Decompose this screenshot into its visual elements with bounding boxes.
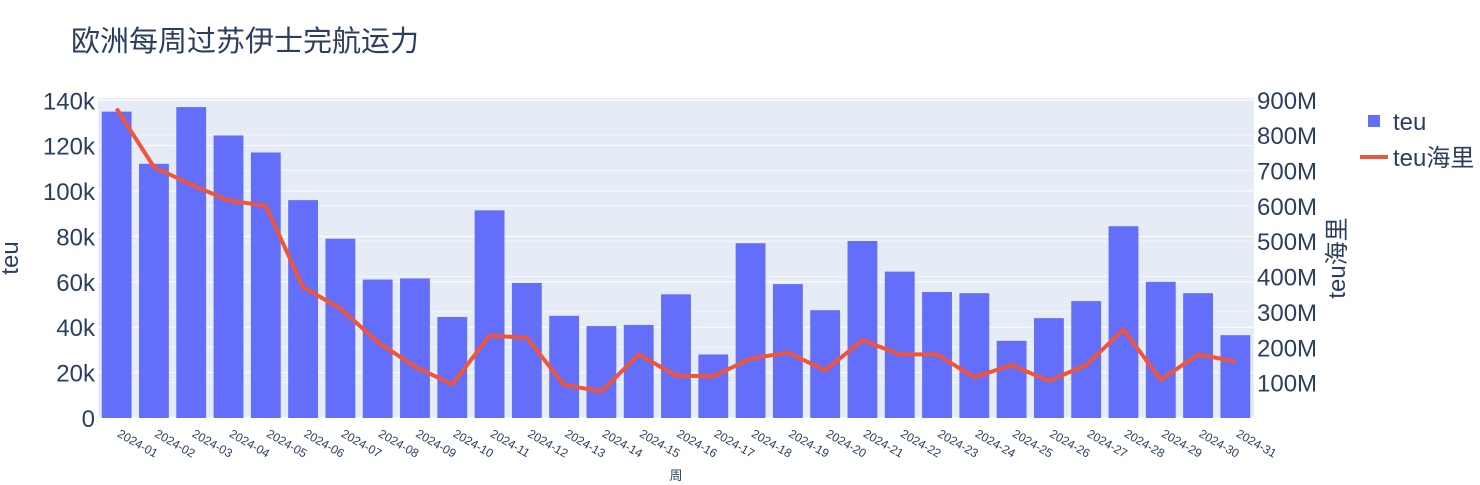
bar-series-teu[interactable] [101,107,1251,419]
x-tick-label: 2024-25 [1010,426,1055,460]
y-axis-right: 100M 200M 300M 400M 500M 600M 700M 800M 900M [1257,88,1317,398]
bar[interactable] [698,354,729,418]
bar[interactable] [288,200,319,418]
bar[interactable] [884,271,915,418]
x-tick-label: 2024-24 [973,426,1018,460]
x-tick-label: 2024-30 [1197,426,1242,460]
x-tick-label: 2024-03 [190,426,235,460]
x-tick-label: 2024-15 [637,426,682,460]
y-tick-label-left: 100k [43,179,96,206]
x-tick-label: 2024-05 [264,426,309,460]
bar[interactable] [1033,318,1064,418]
x-tick-label: 2024-17 [712,426,757,460]
x-tick-label: 2024-06 [302,426,347,460]
y-tick-label-right: 700M [1257,158,1317,185]
y-tick-label-left: 140k [43,88,96,115]
bar[interactable] [213,135,244,418]
x-tick-label: 2024-22 [898,426,943,460]
legend-item-teu-nm[interactable]: teu海里 [1360,145,1474,172]
bar[interactable] [325,238,356,418]
x-tick-label: 2024-09 [413,426,458,460]
x-tick-label: 2024-01 [115,426,160,460]
y-tick-label-left: 20k [56,361,96,388]
x-tick-label: 2024-19 [786,426,831,460]
bar[interactable] [250,152,281,418]
bar[interactable] [139,163,169,418]
x-tick-label: 2024-26 [1047,426,1092,460]
x-tick-label: 2024-10 [451,426,496,460]
legend-swatch-teu [1368,115,1380,127]
x-tick-label: 2024-04 [227,426,272,460]
bar[interactable] [474,210,505,418]
bar[interactable] [549,315,580,418]
y-tick-label-left: 60k [56,270,96,297]
y-tick-label-right: 100M [1257,371,1317,398]
y-axis-left: 0 20k 40k 60k 80k 100k 120k 140k [43,88,96,433]
legend[interactable]: teu teu海里 [1360,109,1474,172]
bar[interactable] [101,111,132,419]
legend-item-teu[interactable]: teu [1368,109,1426,136]
y-tick-label-left: 40k [56,315,96,342]
y-tick-label-right: 400M [1257,265,1317,292]
x-tick-label: 2024-31 [1234,426,1279,460]
bar[interactable] [623,324,654,418]
x-tick-label: 2024-07 [339,426,384,460]
x-axis-label: 周 [669,468,682,483]
y-tick-label-right: 500M [1257,229,1317,256]
x-tick-label: 2024-13 [563,426,608,460]
y-tick-label-right: 300M [1257,300,1317,327]
bar[interactable] [1108,226,1139,418]
bar[interactable] [996,340,1027,418]
y-tick-label-right: 800M [1257,123,1317,150]
y-tick-label-right: 900M [1257,88,1317,115]
bar[interactable] [400,278,430,418]
y-tick-label-left: 0 [82,406,95,433]
y-tick-label-left: 80k [56,224,96,251]
line-path[interactable] [114,107,1236,394]
y-tick-label-left: 120k [43,134,96,161]
bar[interactable] [735,243,766,418]
x-tick-label: 2024-28 [1122,426,1167,460]
x-tick-label: 2024-29 [1159,426,1204,460]
y-tick-label-right: 200M [1257,335,1317,362]
x-tick-label: 2024-14 [600,426,645,460]
line-series-teu-nm[interactable] [114,107,1236,394]
bar[interactable] [586,326,617,418]
x-tick-label: 2024-08 [376,426,421,460]
bar[interactable] [959,293,990,418]
bar[interactable] [1145,281,1176,418]
bar[interactable] [1071,301,1102,418]
x-tick-label: 2024-23 [936,426,981,460]
x-tick-label: 2024-18 [749,426,794,460]
y-tick-label-right: 600M [1257,194,1317,221]
x-tick-label: 2024-27 [1085,426,1130,460]
chart-title: 欧洲每周过苏伊士完航运力 [71,24,420,58]
x-axis: 2024-012024-022024-032024-042024-052024-… [115,426,1279,460]
x-tick-label: 2024-16 [675,426,720,460]
bar[interactable] [437,317,468,418]
x-tick-label: 2024-12 [525,426,570,460]
y-axis-right-label: teu海里 [1324,217,1351,298]
x-tick-label: 2024-20 [824,426,869,460]
bar[interactable] [176,107,207,419]
bar[interactable] [661,294,691,418]
x-tick-label: 2024-11 [488,426,533,460]
x-tick-label: 2024-21 [861,426,906,460]
bar[interactable] [847,240,878,418]
x-tick-label: 2024-02 [152,426,197,460]
bar[interactable] [1220,335,1251,418]
y-axis-left-label: teu [0,241,24,274]
legend-label-teu: teu [1393,109,1426,136]
legend-label-teu-nm: teu海里 [1393,145,1474,172]
